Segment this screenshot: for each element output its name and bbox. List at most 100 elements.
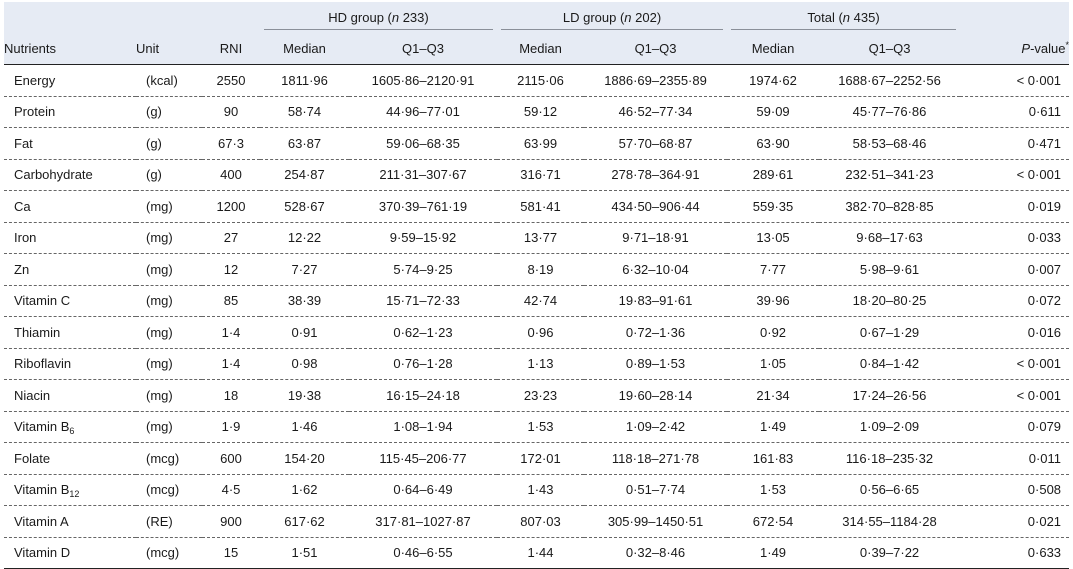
cell-unit: (mg) [136,379,202,412]
cell-unit: (mcg) [136,474,202,506]
cell-hd-median: 617·62 [260,505,349,538]
cell-unit: (mg) [136,411,202,443]
col-hd-median: Median [260,33,349,65]
cell-ld-q1q3: 6·32–10·04 [584,253,728,286]
cell-hd-median: 0·98 [260,348,349,380]
table-row: Carbohydrate (g) 400 254·87 211·31–307·67 316… [4,159,1070,191]
cell-hd-median: 1·46 [260,411,349,443]
table-header: HD group (n 233) LD group (n 202) Total … [4,2,1070,65]
cell-total-median: 21·34 [727,379,820,412]
cell-rni: 600 [202,442,260,475]
table-row: Thiamin (mg) 1·4 0·91 0·62–1·23 0·96 0·72–1·36… [4,316,1070,349]
column-header-row: Nutrients Unit RNI Median Q1–Q3 Median Q… [4,33,1070,65]
cell-nutrient: Folate [4,442,136,475]
cell-ld-median: 42·74 [497,285,585,317]
cell-total-q1q3: 116·18–235·32 [819,442,961,475]
cell-total-q1q3: 17·24–26·56 [819,379,961,412]
col-unit: Unit [136,33,202,65]
cell-hd-q1q3: 0·62–1·23 [349,316,498,349]
cell-hd-q1q3: 9·59–15·92 [349,222,498,254]
col-hd-q1q3: Q1–Q3 [349,33,498,65]
cell-hd-q1q3: 370·39–761·19 [349,190,498,223]
cell-ld-q1q3: 1886·69–2355·89 [584,64,728,97]
col-total-median: Median [727,33,820,65]
cell-total-q1q3: 1688·67–2252·56 [819,64,961,97]
cell-hd-q1q3: 5·74–9·25 [349,253,498,286]
cell-hd-q1q3: 0·64–6·49 [349,474,498,506]
cell-ld-median: 2115·06 [497,64,585,97]
cell-rni: 90 [202,96,260,128]
cell-total-q1q3: 314·55–1184·28 [819,505,961,538]
cell-ld-q1q3: 434·50–906·44 [584,190,728,223]
cell-total-q1q3: 0·39–7·22 [819,537,961,569]
cell-total-q1q3: 9·68–17·63 [819,222,961,254]
cell-ld-q1q3: 278·78–364·91 [584,159,728,191]
cell-p-value: 0·033 [960,222,1070,254]
table-row: Protein (g) 90 58·74 44·96–77·01 59·12 46·52–7… [4,96,1070,128]
cell-p-value: 0·471 [960,127,1070,160]
cell-total-median: 289·61 [727,159,820,191]
cell-total-median: 7·77 [727,253,820,286]
cell-total-median: 1·49 [727,411,820,443]
cell-total-q1q3: 0·56–6·65 [819,474,961,506]
table-row: Zn (mg) 12 7·27 5·74–9·25 8·19 6·32–10·04 7·77 5… [4,253,1070,286]
cell-rni: 4·5 [202,474,260,506]
nutrient-intake-table: HD group (n 233) LD group (n 202) Total … [4,2,1070,569]
cell-ld-q1q3: 118·18–271·78 [584,442,728,475]
cell-hd-median: 254·87 [260,159,349,191]
cell-total-q1q3: 0·67–1·29 [819,316,961,349]
cell-hd-q1q3: 16·15–24·18 [349,379,498,412]
cell-hd-q1q3: 1·08–1·94 [349,411,498,443]
cell-nutrient: Thiamin [4,316,136,349]
cell-nutrient: Ca [4,190,136,223]
cell-ld-median: 807·03 [497,505,585,538]
cell-unit: (mcg) [136,537,202,569]
cell-p-value: 0·508 [960,474,1070,506]
table-row: Vitamin B6 (mg) 1·9 1·46 1·08–1·94 1·53 1·09–2… [4,411,1070,443]
table-row: Ca (mg) 1200 528·67 370·39–761·19 581·41 434·5… [4,190,1070,223]
cell-hd-median: 1·51 [260,537,349,569]
cell-hd-q1q3: 0·46–6·55 [349,537,498,569]
cell-rni: 900 [202,505,260,538]
cell-p-value: 0·072 [960,285,1070,317]
cell-ld-median: 13·77 [497,222,585,254]
cell-ld-q1q3: 305·99–1450·51 [584,505,728,538]
table-row: Folate (mcg) 600 154·20 115·45–206·77 172·01 1… [4,442,1070,475]
cell-p-value: < 0·001 [960,64,1070,97]
col-p-value: P-value* [960,33,1070,65]
cell-hd-q1q3: 317·81–1027·87 [349,505,498,538]
cell-ld-median: 23·23 [497,379,585,412]
cell-total-median: 559·35 [727,190,820,223]
cell-ld-median: 1·44 [497,537,585,569]
group-underline [501,29,724,30]
cell-hd-median: 58·74 [260,96,349,128]
cell-nutrient: Protein [4,96,136,128]
cell-unit: (kcal) [136,64,202,97]
cell-ld-q1q3: 0·32–8·46 [584,537,728,569]
cell-p-value: 0·019 [960,190,1070,223]
cell-total-median: 161·83 [727,442,820,475]
cell-rni: 1·9 [202,411,260,443]
cell-p-value: < 0·001 [960,379,1070,412]
cell-rni: 1·4 [202,316,260,349]
cell-total-q1q3: 232·51–341·23 [819,159,961,191]
cell-unit: (g) [136,96,202,128]
cell-ld-median: 1·13 [497,348,585,380]
cell-total-median: 1974·62 [727,64,820,97]
cell-p-value: 0·016 [960,316,1070,349]
cell-hd-q1q3: 0·76–1·28 [349,348,498,380]
cell-ld-q1q3: 1·09–2·42 [584,411,728,443]
cell-unit: (mcg) [136,442,202,475]
table-row: Iron (mg) 27 12·22 9·59–15·92 13·77 9·71–18·91… [4,222,1070,254]
cell-ld-median: 0·96 [497,316,585,349]
cell-hd-median: 19·38 [260,379,349,412]
cell-total-q1q3: 1·09–2·09 [819,411,961,443]
group-underline [264,29,494,30]
cell-hd-median: 0·91 [260,316,349,349]
cell-nutrient: Vitamin B6 [4,411,136,443]
table-row: Riboflavin (mg) 1·4 0·98 0·76–1·28 1·13 0·89–1… [4,348,1070,380]
cell-nutrient: Niacin [4,379,136,412]
table-row: Energy (kcal) 2550 1811·96 1605·86–2120·91 21… [4,64,1070,97]
cell-total-median: 63·90 [727,127,820,160]
cell-p-value: < 0·001 [960,348,1070,380]
